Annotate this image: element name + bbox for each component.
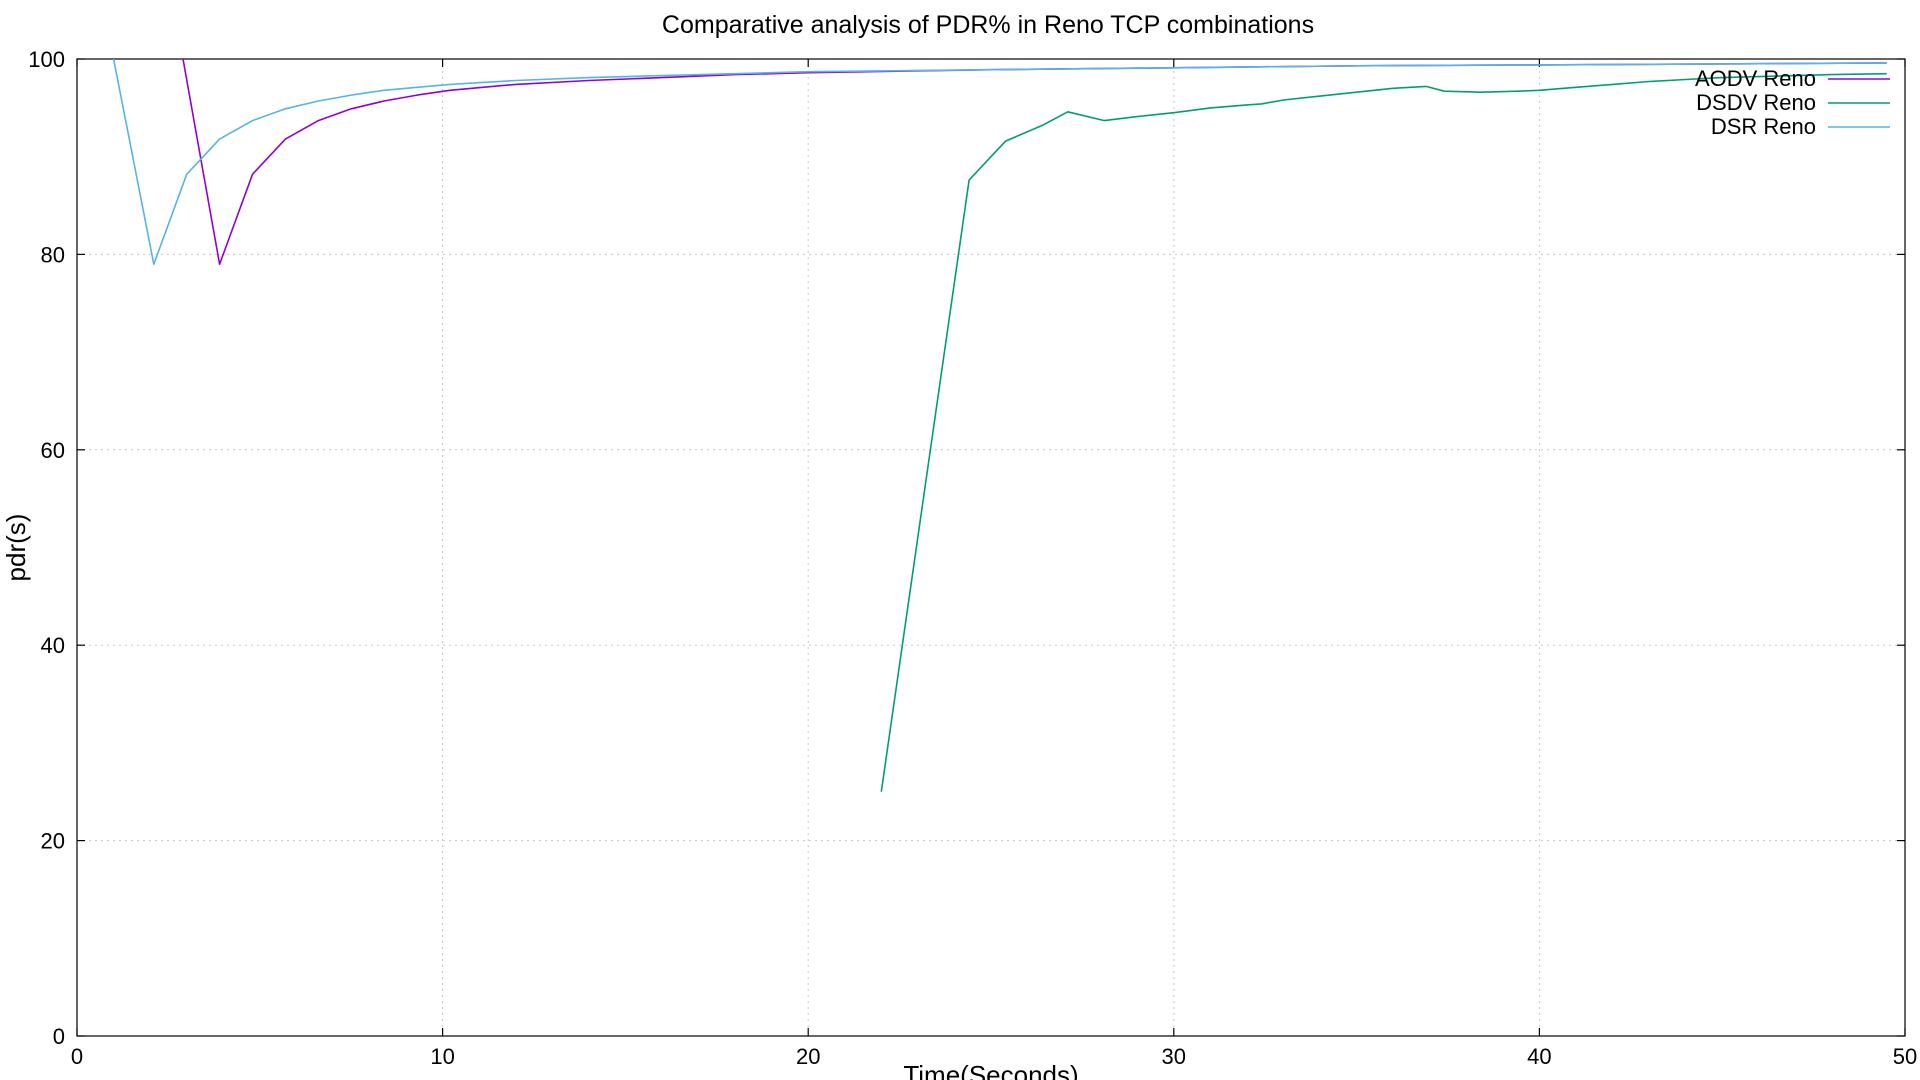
series-line-dsr-reno <box>112 59 1887 266</box>
x-tick-label: 30 <box>1162 1044 1186 1069</box>
y-tick-label: 20 <box>41 829 65 854</box>
y-tick-label: 0 <box>53 1024 65 1049</box>
legend-label-dsr-reno: DSR Reno <box>1711 114 1816 139</box>
y-tick-label: 60 <box>41 438 65 463</box>
x-tick-label: 40 <box>1527 1044 1551 1069</box>
x-tick-label: 10 <box>430 1044 454 1069</box>
series-line-dsdv-reno <box>880 72 1887 792</box>
plot-frame <box>76 58 1906 1037</box>
chart-title: Comparative analysis of PDR% in Reno TCP… <box>662 11 1314 39</box>
y-tick-label: 100 <box>28 47 65 72</box>
legend-label-dsdv-reno: DSDV Reno <box>1696 90 1816 115</box>
series-lines <box>112 59 1887 792</box>
legend-label-aodv-reno: AODV Reno <box>1695 66 1816 91</box>
series-line-aodv-reno <box>182 59 1887 266</box>
x-tick-label: 0 <box>71 1044 83 1069</box>
axis-ticks: 0 10 20 30 40 50 0 20 40 60 80 100 <box>28 47 1917 1069</box>
y-axis-title: pdr(s) <box>1 514 31 582</box>
y-tick-label: 40 <box>41 633 65 658</box>
y-tick-label: 80 <box>41 242 65 267</box>
x-axis-title: Time(Seconds) <box>903 1060 1078 1080</box>
grid <box>77 59 1905 1036</box>
x-tick-label: 20 <box>796 1044 820 1069</box>
x-tick-label: 50 <box>1893 1044 1917 1069</box>
